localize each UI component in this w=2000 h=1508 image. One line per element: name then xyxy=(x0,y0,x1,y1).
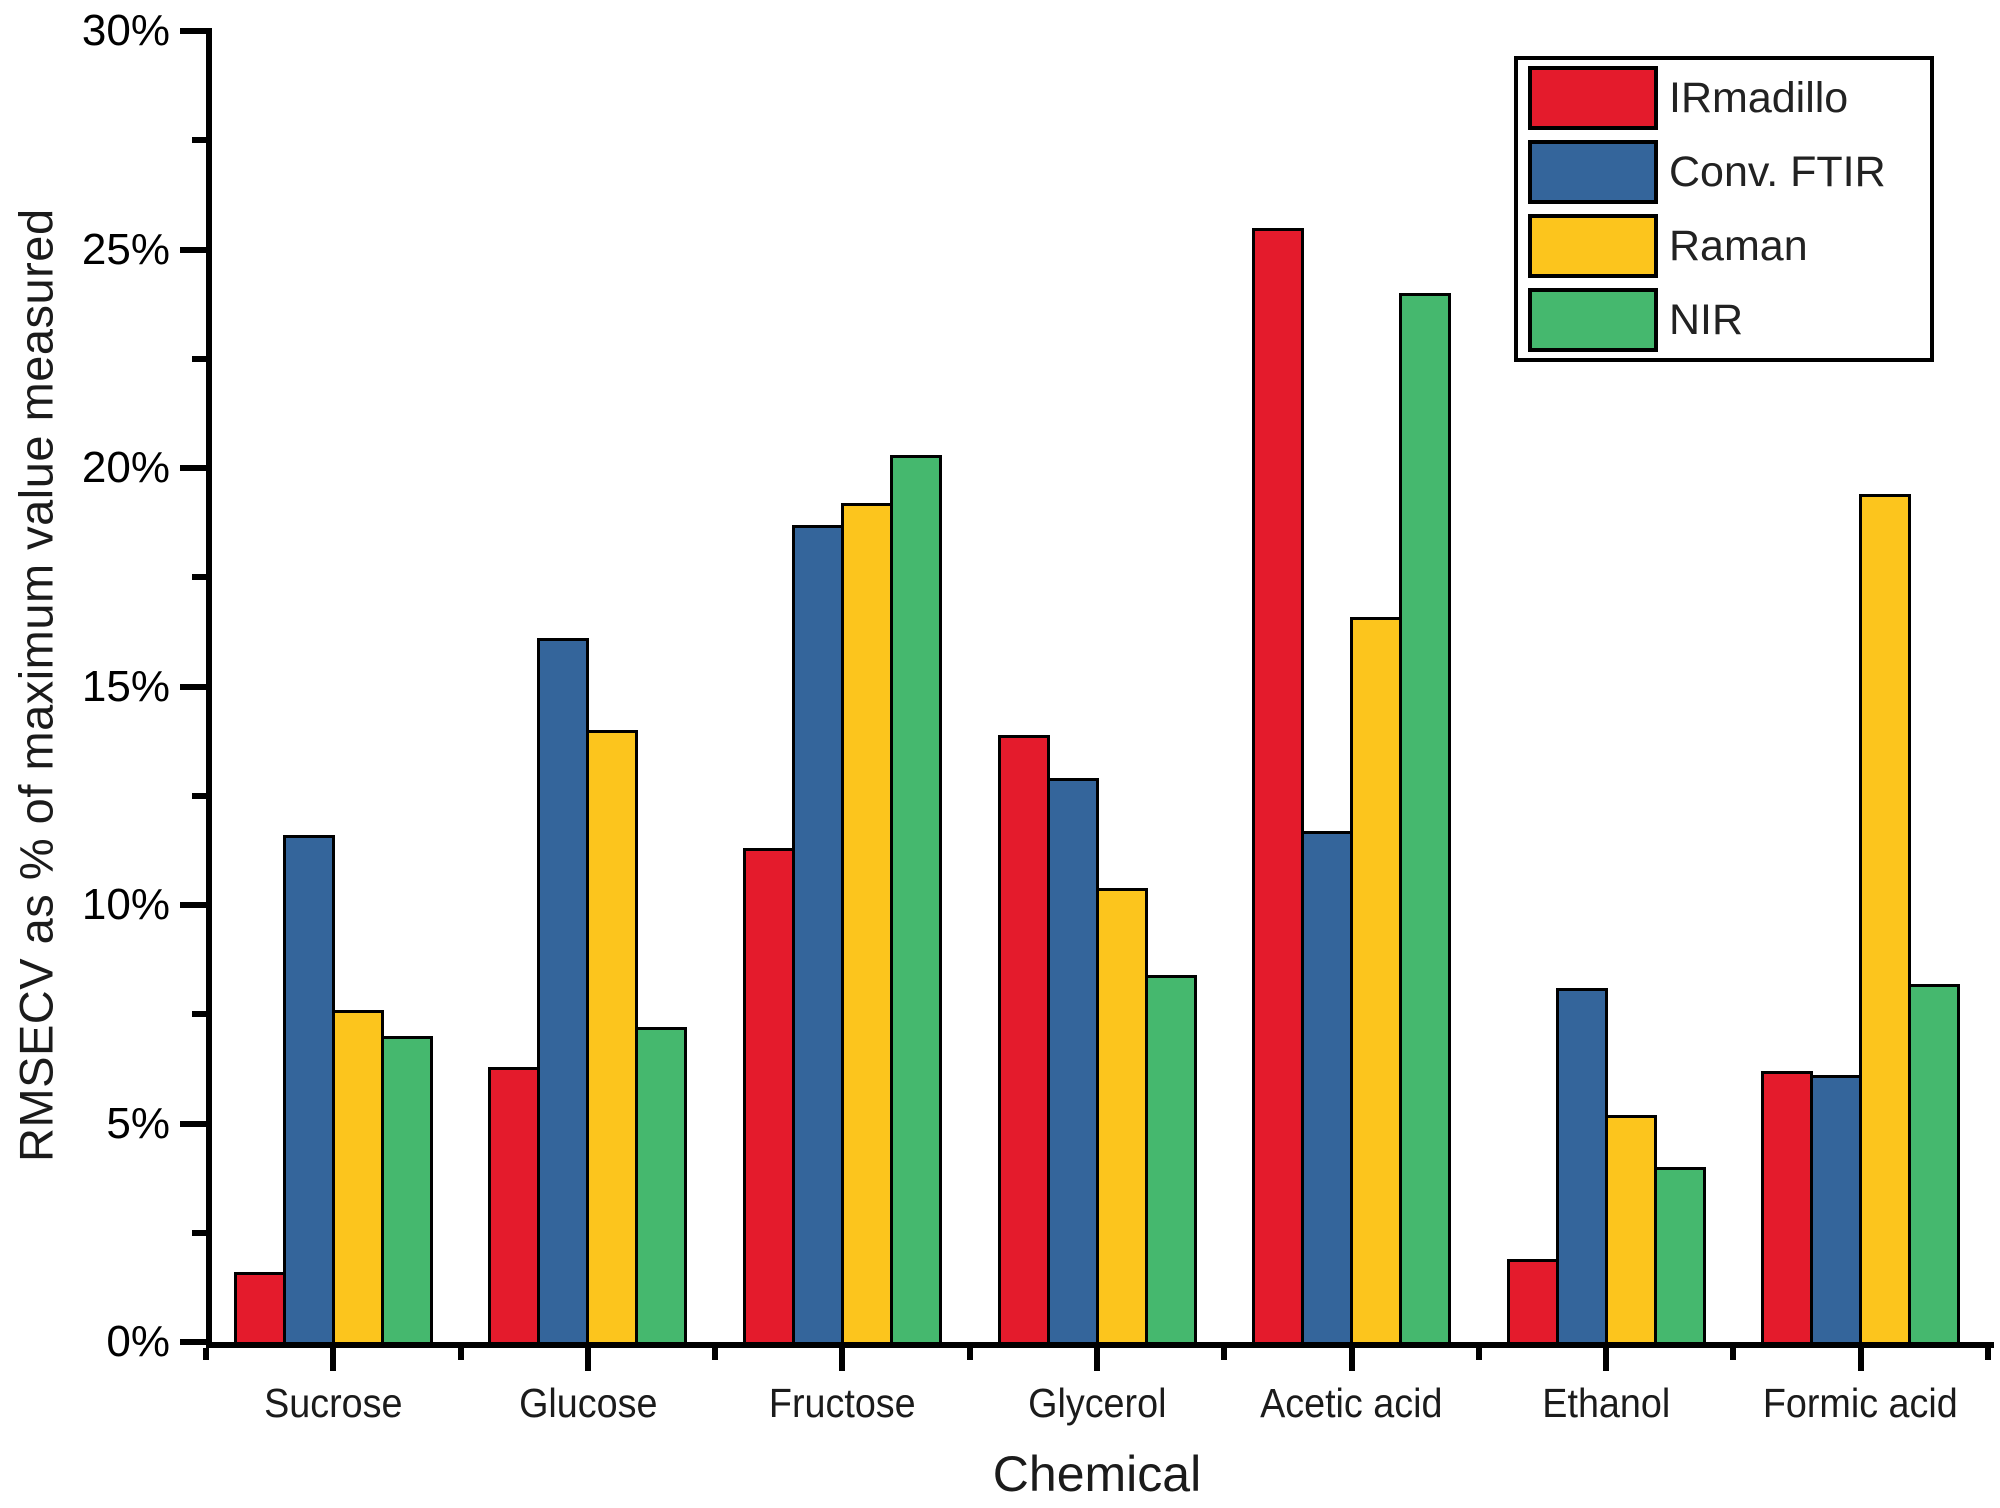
y-tick-minor xyxy=(192,1011,206,1018)
y-tick-major xyxy=(180,465,206,471)
legend-item-irmadillo: IRmadillo xyxy=(1528,66,1920,130)
y-tick-minor xyxy=(192,574,206,581)
x-tick-minor xyxy=(1221,1348,1228,1360)
bar-nir-sucrose xyxy=(380,1036,433,1348)
y-tick-minor xyxy=(192,792,206,799)
x-tick-minor xyxy=(457,1348,464,1360)
legend-label: Raman xyxy=(1669,221,1808,270)
bar-conv-ftir-fructose xyxy=(791,524,844,1348)
x-axis-line xyxy=(206,1342,1994,1348)
bar-irmadillo-glycerol xyxy=(997,734,1050,1348)
bar-nir-glycerol xyxy=(1144,974,1197,1348)
bar-irmadillo-formic-acid xyxy=(1761,1071,1814,1348)
x-tick-minor xyxy=(712,1348,719,1360)
y-tick-label: 0% xyxy=(106,1317,170,1366)
legend-swatch-nir xyxy=(1528,288,1658,352)
y-tick-minor xyxy=(192,1229,206,1236)
x-tick-minor xyxy=(1730,1348,1737,1360)
bar-nir-formic-acid xyxy=(1908,983,1961,1348)
bar-conv-ftir-acetic-acid xyxy=(1301,830,1354,1348)
y-tick-label: 20% xyxy=(81,443,170,492)
x-tick-minor xyxy=(966,1348,973,1360)
bar-raman-acetic-acid xyxy=(1350,616,1403,1348)
bar-irmadillo-acetic-acid xyxy=(1252,227,1305,1348)
bar-conv-ftir-glycerol xyxy=(1046,778,1099,1348)
y-tick-major xyxy=(180,1339,206,1345)
bar-conv-ftir-sucrose xyxy=(282,835,335,1348)
x-tick-major xyxy=(1094,1348,1100,1371)
bar-conv-ftir-ethanol xyxy=(1555,988,1608,1348)
legend-label: IRmadillo xyxy=(1669,73,1849,122)
x-tick-label-glucose: Glucose xyxy=(518,1380,658,1426)
y-tick-label: 30% xyxy=(81,6,170,55)
legend-item-conv-ftir: Conv. FTIR xyxy=(1528,140,1920,204)
x-tick-major xyxy=(584,1348,591,1371)
x-tick-major xyxy=(1857,1348,1864,1371)
x-tick-label-sucrose: Sucrose xyxy=(264,1380,403,1426)
legend-swatch-irmadillo xyxy=(1528,66,1658,130)
x-tick-label-ethanol: Ethanol xyxy=(1542,1380,1671,1426)
bar-nir-glucose xyxy=(635,1027,688,1348)
y-tick-label: 25% xyxy=(81,224,170,274)
y-tick-major xyxy=(180,28,206,34)
legend-label: Conv. FTIR xyxy=(1669,147,1886,196)
y-tick-major xyxy=(180,683,206,690)
legend-item-nir: NIR xyxy=(1528,288,1920,352)
bar-conv-ftir-glucose xyxy=(537,638,590,1348)
y-tick-minor xyxy=(192,355,206,362)
x-tick-minor xyxy=(203,1348,209,1360)
x-tick-label-glycerol: Glycerol xyxy=(1027,1380,1167,1426)
x-tick-label-formic-acid: Formic acid xyxy=(1763,1380,1959,1426)
bar-irmadillo-ethanol xyxy=(1506,1258,1559,1348)
x-tick-major xyxy=(839,1348,846,1371)
x-tick-major xyxy=(1348,1348,1355,1371)
y-tick-label: 15% xyxy=(81,661,170,711)
bar-irmadillo-glucose xyxy=(488,1066,541,1348)
bar-raman-sucrose xyxy=(331,1009,384,1348)
bar-raman-fructose xyxy=(840,502,893,1348)
bar-conv-ftir-formic-acid xyxy=(1810,1075,1863,1348)
bar-raman-ethanol xyxy=(1604,1114,1657,1348)
bar-nir-acetic-acid xyxy=(1399,293,1452,1348)
bar-irmadillo-sucrose xyxy=(233,1272,286,1348)
legend-swatch-raman xyxy=(1528,214,1658,278)
y-tick-minor xyxy=(192,137,206,144)
y-tick-major xyxy=(180,902,206,908)
x-tick-major xyxy=(330,1348,337,1371)
bar-nir-ethanol xyxy=(1653,1167,1706,1348)
x-tick-minor xyxy=(1475,1348,1482,1360)
legend-swatch-conv-ftir xyxy=(1528,140,1658,204)
legend-item-raman: Raman xyxy=(1528,214,1920,278)
y-tick-label: 10% xyxy=(81,880,170,929)
bar-raman-glycerol xyxy=(1095,887,1148,1348)
x-axis-title: Chemical xyxy=(992,1446,1202,1502)
y-tick-major xyxy=(180,1120,206,1127)
x-tick-minor xyxy=(1985,1348,1991,1360)
bar-irmadillo-fructose xyxy=(742,848,795,1348)
y-axis-line xyxy=(206,28,212,1348)
legend-label: NIR xyxy=(1669,295,1744,344)
x-tick-label-acetic-acid: Acetic acid xyxy=(1260,1380,1443,1426)
legend: IRmadillo Conv. FTIR Raman NIR xyxy=(1514,56,1934,362)
bar-raman-formic-acid xyxy=(1859,494,1912,1348)
y-tick-label: 5% xyxy=(106,1098,170,1148)
bar-nir-fructose xyxy=(889,454,942,1348)
x-tick-major xyxy=(1603,1348,1610,1371)
y-tick-major xyxy=(180,246,206,253)
bar-raman-glucose xyxy=(586,730,639,1348)
x-tick-label-fructose: Fructose xyxy=(769,1380,916,1426)
